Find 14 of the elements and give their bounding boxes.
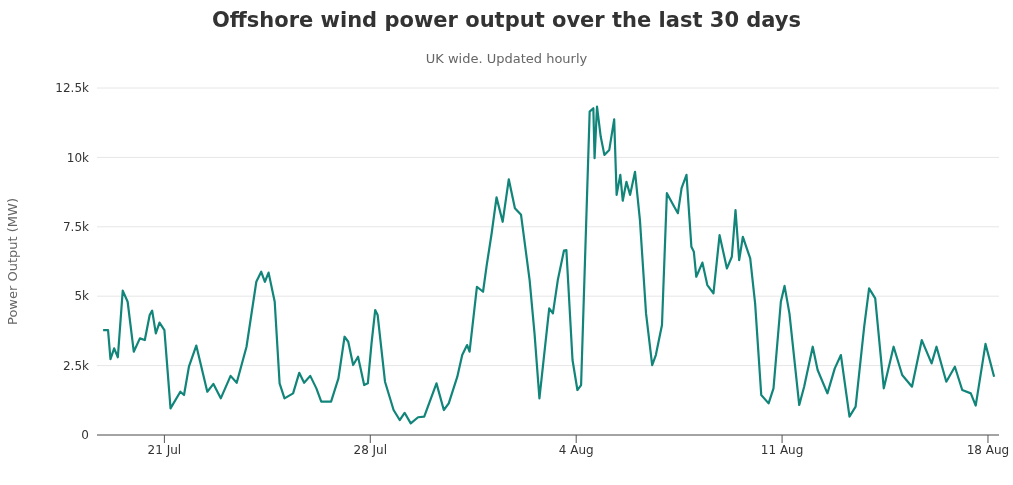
y-tick-label: 0 [81, 428, 89, 443]
y-tick-label: 12.5k [55, 81, 90, 96]
x-tick-label: 21 Jul [147, 442, 182, 457]
x-tick-label: 4 Aug [558, 442, 594, 457]
y-tick-label: 10k [66, 150, 90, 165]
y-tick-label: 5k [74, 289, 90, 304]
chart-subtitle: UK wide. Updated hourly [424, 51, 589, 66]
x-tick-label: 18 Aug [966, 442, 1010, 457]
y-tick-label: 7.5k [62, 220, 90, 235]
chart-title: Offshore wind power output over the last 30 days [210, 8, 803, 32]
x-tick-label: 11 Aug [760, 442, 804, 457]
y-tick-label: 2.5k [62, 358, 90, 373]
x-tick-label: 28 Jul [353, 442, 388, 457]
y-axis-title: Power Output (MW) [4, 198, 20, 325]
